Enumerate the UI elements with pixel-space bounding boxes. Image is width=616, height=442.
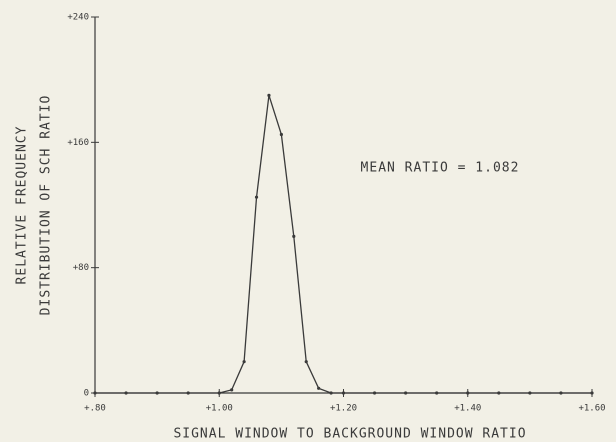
y-tick-label: +80 xyxy=(73,263,89,273)
x-tick-label: +.80 xyxy=(84,404,106,414)
x-tick-label: +1.40 xyxy=(454,404,481,414)
point xyxy=(466,391,470,395)
x-tick-label: +1.60 xyxy=(578,404,605,414)
point xyxy=(528,391,532,395)
x-tick-label: +1.00 xyxy=(206,404,233,414)
y-tick-label: +240 xyxy=(67,13,89,23)
point xyxy=(341,391,346,395)
x-axis-label: SIGNAL WINDOW TO BACKGROUND WINDOW RATIO xyxy=(173,427,526,442)
point xyxy=(155,391,159,395)
point xyxy=(279,132,283,137)
point xyxy=(304,360,308,364)
point xyxy=(230,388,234,392)
x-tick-label: +1.20 xyxy=(330,404,357,414)
point xyxy=(559,391,563,395)
point xyxy=(254,195,259,199)
point xyxy=(435,391,439,395)
point xyxy=(329,391,333,395)
point xyxy=(404,391,408,395)
point xyxy=(497,391,501,395)
point xyxy=(242,360,246,364)
annotation: MEAN RATIO = 1.082 xyxy=(361,161,520,176)
point xyxy=(590,391,594,395)
point xyxy=(93,391,97,395)
y-axis-label: RELATIVE FREQUENCY xyxy=(15,126,30,285)
y-axis-label: DISTRIBUTION OF SCH RATIO xyxy=(39,95,54,316)
point xyxy=(217,391,221,395)
y-tick-label: +160 xyxy=(67,138,89,148)
point xyxy=(292,234,296,238)
point xyxy=(186,391,190,395)
y-tick-label: 0 xyxy=(84,389,89,399)
point xyxy=(317,386,321,390)
point xyxy=(267,93,271,97)
point xyxy=(124,391,128,395)
point xyxy=(372,391,377,395)
